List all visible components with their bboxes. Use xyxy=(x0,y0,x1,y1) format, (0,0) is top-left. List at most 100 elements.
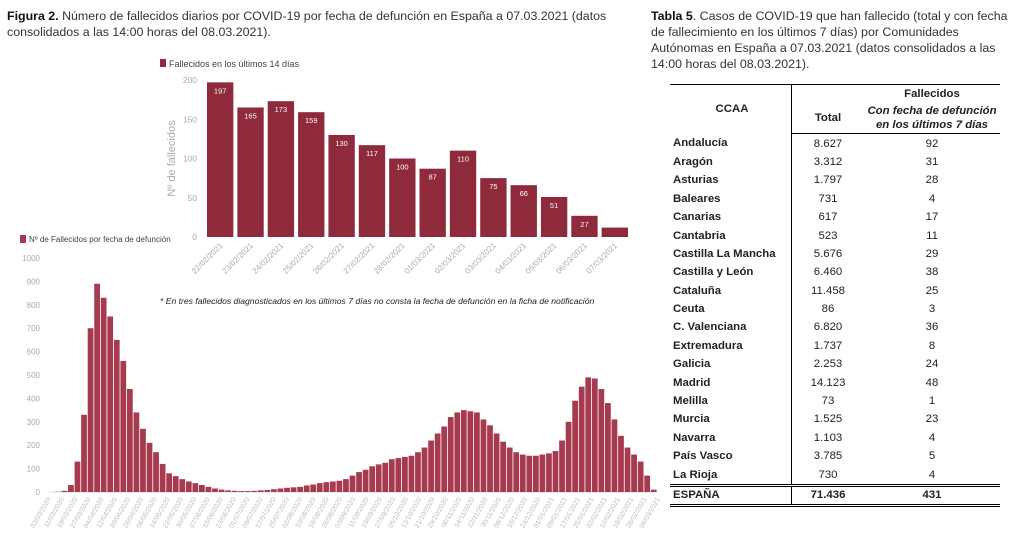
ccaa-cell: Extremadura xyxy=(673,339,743,352)
bar xyxy=(526,455,533,492)
bar xyxy=(251,490,258,492)
bar xyxy=(323,482,330,492)
bar xyxy=(389,158,416,237)
bar xyxy=(519,454,526,492)
table-row: Galicia 2.253 24 xyxy=(670,355,1000,374)
data-label: 87 xyxy=(429,173,437,182)
total-ccaa-cell: ESPAÑA xyxy=(670,483,792,507)
bar xyxy=(244,491,251,492)
ccaa-cell: Galicia xyxy=(673,358,711,371)
total-row: ESPAÑA 71.436 431 xyxy=(670,483,1000,507)
ccaa-cell: Castilla y León xyxy=(673,266,754,279)
bar xyxy=(539,454,546,492)
recent-cell: 1 xyxy=(928,395,936,408)
bar xyxy=(218,489,225,492)
recent-cell: 29 xyxy=(925,247,939,260)
table-row: Cataluña 11.458 25 xyxy=(670,281,1000,300)
bar xyxy=(349,475,356,492)
x-tick-label: 25/02/2021 xyxy=(281,241,316,276)
total-cell: 3.785 xyxy=(791,447,864,466)
bar xyxy=(362,469,369,492)
table-row: Navarra 1.103 4 xyxy=(670,428,1000,448)
recent-cell: 31 xyxy=(925,155,939,168)
data-label: 159 xyxy=(305,116,318,125)
bar xyxy=(231,490,238,492)
y-tick-label: 100 xyxy=(183,154,197,164)
bar xyxy=(611,419,618,492)
recent-cell: 11 xyxy=(926,229,938,242)
y-tick-label: 0 xyxy=(192,232,197,242)
table-caption-text: . Casos de COVID-19 que han fallecido (t… xyxy=(651,9,1008,71)
bar xyxy=(591,378,598,492)
bar xyxy=(199,484,205,492)
bar xyxy=(559,440,565,492)
y-tick-label: 0 xyxy=(36,488,41,497)
y-tick-label: 600 xyxy=(27,348,41,357)
y-tick-label: 400 xyxy=(27,394,41,403)
ccaa-cell: Madrid xyxy=(673,376,711,389)
bar xyxy=(153,452,159,492)
bar xyxy=(298,112,325,237)
bar xyxy=(328,134,355,237)
total-cell: 1.797 xyxy=(791,171,864,190)
bar xyxy=(513,452,520,492)
bar xyxy=(578,386,585,492)
bar xyxy=(113,339,120,492)
bar xyxy=(618,435,624,492)
recent-cell: 25 xyxy=(925,284,939,297)
bar xyxy=(94,283,100,492)
bar xyxy=(179,479,186,492)
bar xyxy=(277,488,284,492)
data-label: 173 xyxy=(275,105,288,114)
total-cell: 1.103 xyxy=(791,428,864,448)
bar xyxy=(395,458,402,492)
deaths-by-region-table: CCAA Fallecidos Total Con fecha de defun… xyxy=(670,84,1000,507)
recent-cell: 28 xyxy=(925,174,939,187)
figure-caption-text: Número de fallecidos diarios por COVID-1… xyxy=(7,9,607,39)
table-row: Aragón 3.312 31 xyxy=(670,152,1000,172)
figure-caption: Figura 2. Número de fallecidos diarios p… xyxy=(7,8,617,40)
bar xyxy=(493,433,500,492)
table-row: Castilla La Mancha 5.676 29 xyxy=(670,244,1000,264)
bar xyxy=(329,481,336,492)
table-row: La Rioja 730 4 xyxy=(670,465,1000,486)
ccaa-cell: Baleares xyxy=(673,192,721,205)
bar xyxy=(601,227,628,237)
recent-cell: 38 xyxy=(925,266,939,279)
ccaa-cell: Cataluña xyxy=(673,284,722,297)
bar xyxy=(546,453,552,492)
bar xyxy=(467,411,474,492)
table-row: Canarias 617 17 xyxy=(670,207,1000,227)
ccaa-cell: C. Valenciana xyxy=(673,321,747,334)
ccaa-cell: Andalucía xyxy=(673,137,728,150)
table-row: Castilla y León 6.460 38 xyxy=(670,263,1000,282)
bar xyxy=(212,488,218,492)
table-row: Melilla 73 1 xyxy=(670,391,1000,411)
ccaa-cell: Murcia xyxy=(673,413,710,426)
bar xyxy=(207,82,234,237)
bar xyxy=(532,455,539,492)
bar xyxy=(358,145,386,237)
total-cell: 8.627 xyxy=(791,133,864,153)
bar xyxy=(650,489,657,492)
x-tick-label: 01/03/2021 xyxy=(402,241,437,276)
ccaa-cell: Melilla xyxy=(673,395,708,408)
bar xyxy=(166,473,173,492)
header-spacer xyxy=(791,84,864,104)
bar xyxy=(120,360,127,492)
bar xyxy=(474,412,480,492)
ccaa-cell: Cantabria xyxy=(673,229,726,242)
recent-cell: 4 xyxy=(928,468,936,481)
y-tick-label: 200 xyxy=(183,75,197,85)
table-row: Cantabria 523 11 xyxy=(670,226,1000,245)
table-row: Extremadura 1.737 8 xyxy=(670,336,1000,356)
y-tick-label: 150 xyxy=(183,114,197,124)
table-row: País Vasco 3.785 5 xyxy=(670,447,1000,466)
bar xyxy=(133,412,140,492)
recent-cell: 24 xyxy=(925,358,939,371)
x-tick-label: 04/03/2021 xyxy=(493,241,528,276)
x-tick-label: 23/02/2021 xyxy=(220,241,255,276)
recent-cell: 36 xyxy=(925,321,939,334)
data-label: 197 xyxy=(214,86,227,95)
bar xyxy=(126,389,133,492)
